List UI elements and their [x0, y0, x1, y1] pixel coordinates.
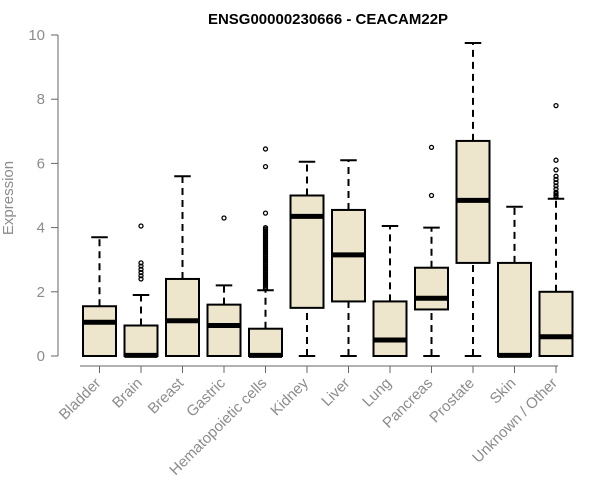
- y-tick-label: 0: [37, 348, 45, 365]
- outlier-point: [262, 146, 269, 152]
- box-unknown-other: [538, 102, 574, 357]
- box-breast: [165, 175, 200, 357]
- box-lung: [372, 224, 408, 357]
- x-tick-label-breast: Breast: [145, 374, 188, 417]
- box-iqr: [289, 194, 325, 309]
- box-skin: [497, 205, 532, 358]
- outlier-point: [138, 260, 144, 266]
- outlier-point: [553, 167, 559, 173]
- x-tick-label-kidney: Kidney: [267, 374, 312, 419]
- box-iqr: [248, 327, 283, 357]
- x-tick-label-lung: Lung: [359, 375, 395, 411]
- box-iqr: [497, 261, 532, 357]
- box-iqr: [206, 303, 242, 358]
- box-series: [82, 42, 574, 358]
- outlier-point: [553, 173, 559, 179]
- box-hematopoietic-cells: [248, 146, 283, 358]
- box-iqr: [414, 266, 449, 311]
- outlier-point: [138, 273, 144, 279]
- outlier-point: [138, 223, 144, 229]
- outlier-point: [262, 210, 269, 216]
- box-iqr: [123, 324, 159, 358]
- outlier-point: [138, 269, 144, 276]
- y-tick-label: 4: [37, 220, 45, 237]
- box-iqr: [82, 305, 117, 357]
- box-brain: [123, 223, 159, 358]
- y-axis-ticks: 0 2 4 6 8 10: [28, 27, 58, 365]
- outlier-point: [428, 144, 435, 151]
- outlier-point: [553, 189, 559, 195]
- outlier-point: [138, 263, 144, 269]
- box-kidney: [289, 160, 325, 357]
- x-tick-label-prostate: Prostate: [426, 375, 478, 427]
- outlier-point: [138, 266, 144, 272]
- outlier-point: [553, 176, 559, 183]
- y-axis-label: Expression: [0, 161, 17, 235]
- outlier-point: [553, 186, 559, 192]
- outlier-point: [428, 192, 435, 199]
- outlier-point: [221, 215, 227, 221]
- outlier-point: [553, 180, 559, 186]
- box-bladder: [82, 236, 117, 357]
- box-iqr: [538, 290, 574, 357]
- box-prostate: [455, 42, 491, 357]
- outlier-point: [553, 183, 559, 189]
- outlier-point: [262, 224, 269, 231]
- x-tick-label-bladder: Bladder: [56, 375, 105, 424]
- outlier-point: [138, 276, 144, 282]
- box-gastric: [206, 215, 242, 358]
- x-tick-label-liver: Liver: [318, 375, 353, 410]
- box-iqr: [372, 300, 408, 357]
- outlier-point: [553, 102, 559, 109]
- chart-title: ENSG00000230666 - CEACAM22P: [208, 11, 448, 28]
- outlier-point: [553, 157, 559, 163]
- y-tick-label: 2: [37, 284, 45, 301]
- y-tick-label: 10: [28, 27, 45, 44]
- y-tick-label: 8: [37, 91, 45, 108]
- box-liver: [331, 159, 366, 357]
- outlier-point: [262, 163, 269, 170]
- x-tick-label-brain: Brain: [109, 375, 146, 412]
- y-tick-label: 6: [37, 155, 45, 172]
- x-tick-label-skin: Skin: [487, 375, 520, 408]
- box-pancreas: [414, 144, 449, 357]
- box-iqr: [165, 277, 200, 357]
